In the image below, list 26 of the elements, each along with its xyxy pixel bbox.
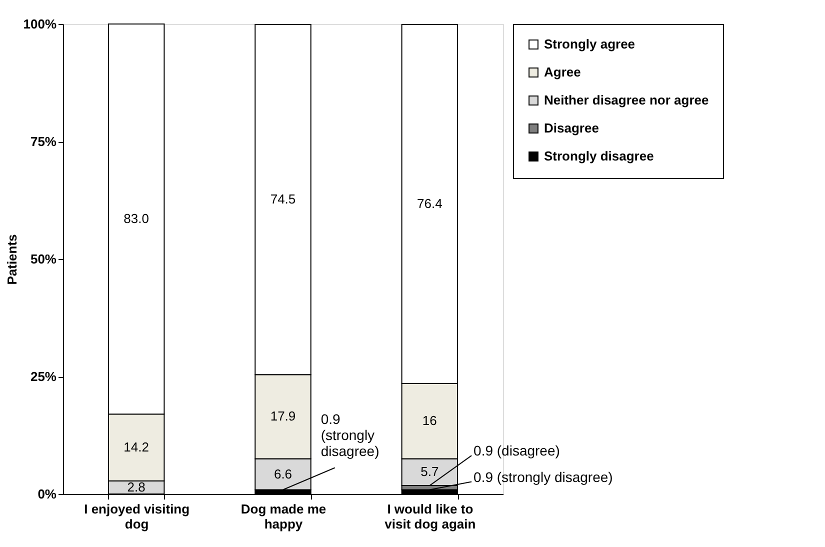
x-tick-label: I would like to visit dog again <box>384 502 476 532</box>
y-tick-label: 75% <box>30 134 57 149</box>
data-label: 74.5 <box>270 192 296 207</box>
legend-label: Neither disagree nor agree <box>544 92 709 108</box>
data-label: 14.2 <box>124 439 149 454</box>
annotation: 0.9 (strongly disagree) <box>474 468 613 485</box>
x-tick-label: Dog made me happy <box>240 502 326 532</box>
data-label: 2.8 <box>127 479 146 494</box>
legend-label: Disagree <box>544 120 599 136</box>
data-label: 83.0 <box>124 211 149 226</box>
y-tick-label: 25% <box>30 369 57 384</box>
annotation: 0.9 (disagree) <box>474 442 560 459</box>
x-tick-label: I enjoyed visiting dog <box>84 502 190 532</box>
y-tick-label: 0% <box>38 486 57 502</box>
y-axis-title: Patients <box>4 234 20 285</box>
data-label: 17.9 <box>270 408 296 424</box>
legend-label: Agree <box>544 64 581 80</box>
legend-label: Strongly disagree <box>544 148 654 164</box>
y-tick-label: 100% <box>23 16 57 32</box>
data-label: 6.6 <box>274 466 292 482</box>
data-label: 16 <box>422 413 437 428</box>
legend-label: Strongly agree <box>544 36 636 52</box>
data-label: 5.7 <box>420 464 439 480</box>
data-label: 76.4 <box>417 196 442 212</box>
annotation: 0.9 (strongly disagree) <box>320 410 380 459</box>
y-tick-label: 50% <box>30 252 57 266</box>
